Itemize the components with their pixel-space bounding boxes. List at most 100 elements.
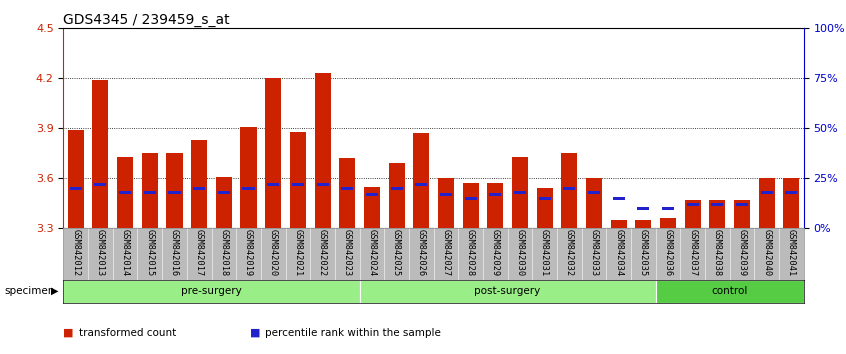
Bar [588, 191, 600, 194]
Bar [586, 178, 602, 228]
Bar [413, 133, 429, 228]
Text: GSM842041: GSM842041 [787, 229, 796, 276]
Bar [217, 191, 230, 194]
Bar [315, 73, 331, 228]
Bar [415, 183, 427, 186]
Text: GSM842038: GSM842038 [713, 229, 722, 276]
Bar [463, 183, 479, 228]
Text: GSM842024: GSM842024 [367, 229, 376, 276]
Bar [561, 153, 577, 228]
Bar [167, 153, 183, 228]
Bar [290, 132, 306, 228]
Bar [95, 183, 107, 186]
Bar [514, 191, 526, 194]
Bar [341, 187, 354, 190]
Text: GSM842017: GSM842017 [195, 229, 204, 276]
Text: percentile rank within the sample: percentile rank within the sample [265, 328, 441, 338]
Bar [660, 218, 676, 228]
Bar [68, 130, 84, 228]
Bar [360, 280, 656, 303]
Text: GSM842031: GSM842031 [540, 229, 549, 276]
Bar [142, 153, 158, 228]
Bar [191, 140, 207, 228]
Bar [240, 127, 256, 228]
Bar [339, 158, 355, 228]
Text: GSM842034: GSM842034 [614, 229, 624, 276]
Bar [69, 187, 82, 190]
Text: transformed count: transformed count [79, 328, 176, 338]
Bar [464, 197, 476, 200]
Text: GSM842028: GSM842028 [466, 229, 475, 276]
Text: GSM842035: GSM842035 [639, 229, 648, 276]
Text: ■: ■ [63, 328, 74, 338]
Text: post-surgery: post-surgery [475, 286, 541, 296]
Bar [563, 187, 575, 190]
Bar [144, 191, 156, 194]
Text: GSM842015: GSM842015 [146, 229, 154, 276]
Text: GSM842025: GSM842025 [392, 229, 401, 276]
Bar [759, 178, 775, 228]
Bar [216, 177, 232, 228]
Bar [292, 183, 304, 186]
Text: GSM842039: GSM842039 [738, 229, 746, 276]
Bar [539, 197, 551, 200]
Bar [736, 203, 748, 206]
Bar [92, 80, 108, 228]
Bar [364, 187, 380, 228]
Bar [316, 183, 328, 186]
Bar [438, 178, 454, 228]
Text: GSM842037: GSM842037 [688, 229, 697, 276]
Text: ■: ■ [250, 328, 260, 338]
Text: GSM842033: GSM842033 [590, 229, 598, 276]
Bar [711, 203, 723, 206]
Text: GSM842040: GSM842040 [762, 229, 772, 276]
Bar [243, 187, 255, 190]
Text: pre-surgery: pre-surgery [181, 286, 242, 296]
Text: specimen: specimen [4, 286, 55, 296]
Text: GSM842014: GSM842014 [121, 229, 129, 276]
Bar [613, 197, 624, 200]
Bar [365, 193, 378, 196]
Bar [684, 200, 700, 228]
Bar [512, 157, 528, 228]
Bar [388, 163, 404, 228]
Bar [63, 280, 360, 303]
Text: GSM842016: GSM842016 [170, 229, 179, 276]
Text: GSM842022: GSM842022 [318, 229, 327, 276]
Text: GSM842018: GSM842018 [219, 229, 228, 276]
Text: GSM842021: GSM842021 [294, 229, 302, 276]
Text: GSM842030: GSM842030 [515, 229, 525, 276]
Bar [709, 200, 725, 228]
Text: GSM842013: GSM842013 [96, 229, 105, 276]
Bar [536, 188, 552, 228]
Bar [193, 187, 206, 190]
Text: control: control [711, 286, 748, 296]
Text: GSM842027: GSM842027 [442, 229, 450, 276]
Bar [489, 193, 502, 196]
Bar [119, 191, 131, 194]
Text: GSM842026: GSM842026 [417, 229, 426, 276]
Bar [440, 193, 452, 196]
Bar [637, 207, 650, 210]
Bar [734, 200, 750, 228]
Text: GSM842020: GSM842020 [269, 229, 277, 276]
Text: GSM842036: GSM842036 [663, 229, 673, 276]
Bar [487, 183, 503, 228]
Bar [391, 187, 403, 190]
Bar [117, 157, 133, 228]
Bar [656, 280, 804, 303]
Bar [168, 191, 180, 194]
Bar [611, 220, 627, 228]
Text: GDS4345 / 239459_s_at: GDS4345 / 239459_s_at [63, 13, 230, 27]
Text: ▶: ▶ [51, 286, 58, 296]
Bar [267, 183, 279, 186]
Bar [761, 191, 772, 194]
Bar [662, 207, 674, 210]
Bar [783, 178, 799, 228]
Text: GSM842032: GSM842032 [565, 229, 574, 276]
Text: GSM842012: GSM842012 [71, 229, 80, 276]
Text: GSM842023: GSM842023 [343, 229, 352, 276]
Bar [635, 220, 651, 228]
Text: GSM842019: GSM842019 [244, 229, 253, 276]
Bar [265, 78, 281, 228]
